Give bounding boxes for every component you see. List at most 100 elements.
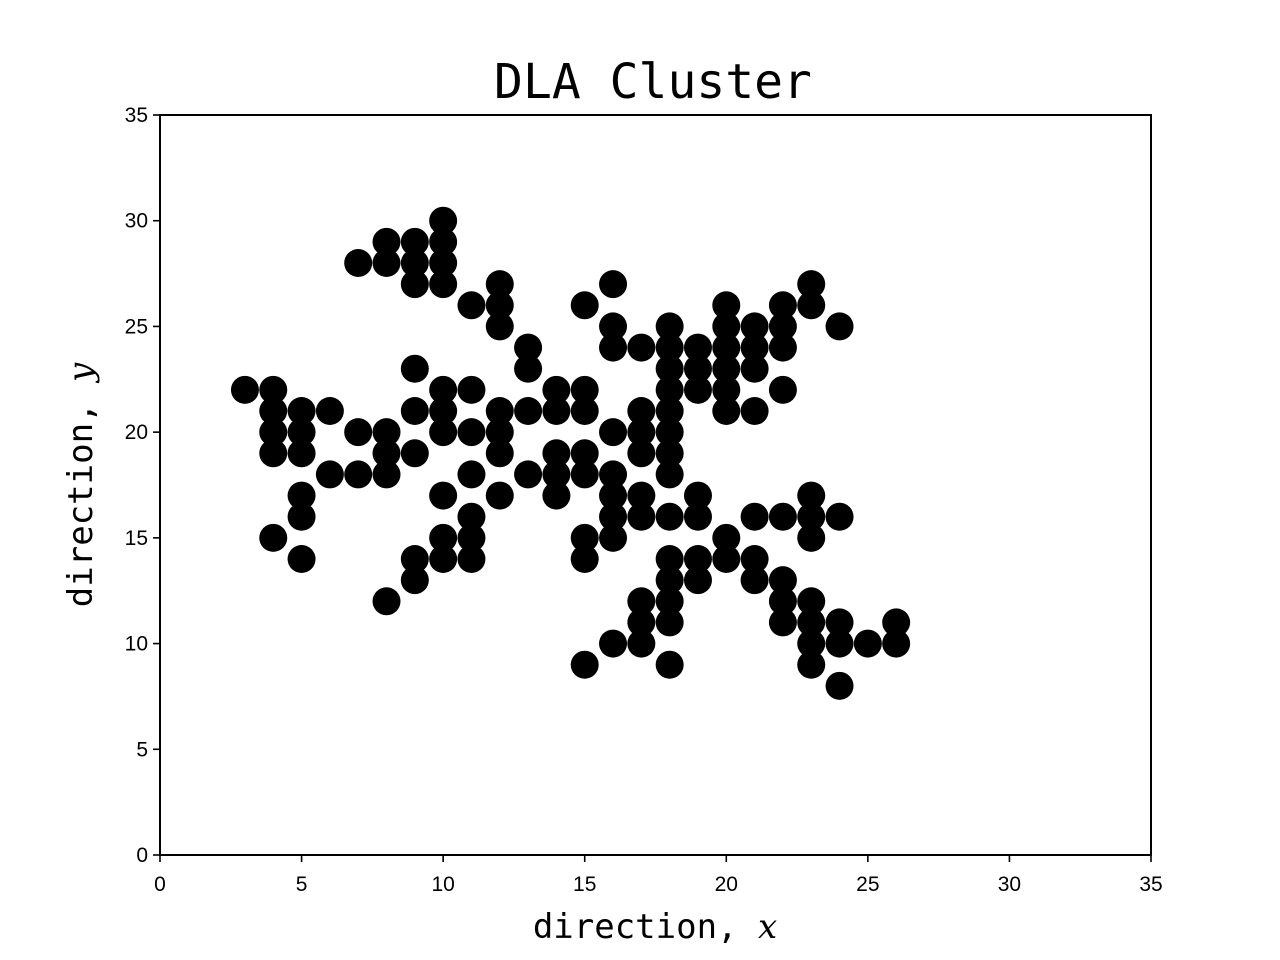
cluster-point [457,502,486,531]
cluster-point [372,439,401,468]
cluster-point [514,333,543,362]
cluster-point [400,439,429,468]
cluster-point [797,502,826,531]
cluster-point [429,397,458,425]
cluster-point [797,629,826,658]
cluster-point [542,439,571,468]
cluster-point [429,523,458,552]
cluster-point [259,523,288,552]
cluster-point [627,629,656,658]
y-axis-label: direction, y [61,362,101,607]
cluster-point [457,418,486,447]
cluster-point [599,481,628,510]
cluster-point [287,439,316,468]
cluster-point [287,502,316,531]
cluster-point [315,460,344,489]
cluster-point [259,397,288,425]
cluster-point [740,397,769,425]
x-tick-label: 0 [154,873,166,896]
cluster-point [429,545,458,573]
cluster-point [570,523,599,552]
cluster-point [429,481,458,510]
cluster-point [372,227,401,256]
cluster-point [542,460,571,489]
cluster-point [542,481,571,510]
cluster-point [599,418,628,447]
cluster-point [627,418,656,447]
cluster-point [627,502,656,531]
cluster-point [627,439,656,468]
cluster-point [853,629,882,658]
cluster-point [797,587,826,616]
cluster-point [599,502,628,531]
cluster-point [400,354,429,383]
x-tick-label: 20 [715,873,738,896]
y-tick-label: 5 [136,738,148,761]
cluster-point [344,418,373,447]
cluster-point [372,460,401,489]
cluster-point [287,545,316,573]
cluster-point [712,312,741,341]
cluster-point [655,650,684,679]
cluster-point [797,291,826,320]
cluster-point [485,270,514,299]
cluster-point [599,460,628,489]
cluster-point [712,333,741,362]
cluster-point [655,312,684,341]
y-axis-label-prefix: direction, [61,382,101,607]
cluster-point [655,418,684,447]
cluster-point [542,397,571,425]
cluster-point [655,333,684,362]
x-tick-label: 15 [573,873,596,896]
cluster-point [655,375,684,404]
cluster-point [429,249,458,277]
x-tick-label: 35 [1139,873,1162,896]
cluster-point [683,375,712,404]
cluster-point [797,608,826,637]
cluster-point [655,587,684,616]
x-axis-label-var: x [758,907,777,947]
cluster-point [768,333,797,362]
cluster-point [429,227,458,256]
cluster-point [372,418,401,447]
cluster-point [683,333,712,362]
cluster-point [655,460,684,489]
markers-layer [230,206,911,700]
y-tick-label: 0 [136,844,148,867]
cluster-point [655,502,684,531]
cluster-point [797,481,826,510]
y-tick-label: 10 [125,633,148,656]
cluster-point [712,354,741,383]
cluster-point [457,375,486,404]
cluster-point [485,439,514,468]
cluster-point [768,608,797,637]
cluster-point [712,291,741,320]
cluster-point [514,354,543,383]
cluster-point [825,312,854,341]
y-axis-label-var: y [61,362,101,384]
cluster-point [627,333,656,362]
cluster-point [400,545,429,573]
cluster-point [655,397,684,425]
cluster-point [825,608,854,637]
cluster-point [768,566,797,595]
chart-title: DLA Cluster [494,54,812,110]
cluster-point [683,481,712,510]
cluster-point [712,375,741,404]
cluster-point [485,291,514,320]
cluster-point [683,502,712,531]
cluster-point [400,249,429,277]
cluster-point [259,439,288,468]
cluster-point [344,460,373,489]
cluster-point [400,566,429,595]
cluster-point [570,439,599,468]
cluster-point [683,545,712,573]
cluster-point [287,481,316,510]
cluster-point [372,587,401,616]
cluster-point [570,545,599,573]
x-axis: 0 5 10 15 20 25 30 35 [154,855,1163,896]
cluster-point [429,270,458,299]
cluster-point [429,206,458,235]
cluster-point [627,587,656,616]
cluster-point [599,270,628,299]
